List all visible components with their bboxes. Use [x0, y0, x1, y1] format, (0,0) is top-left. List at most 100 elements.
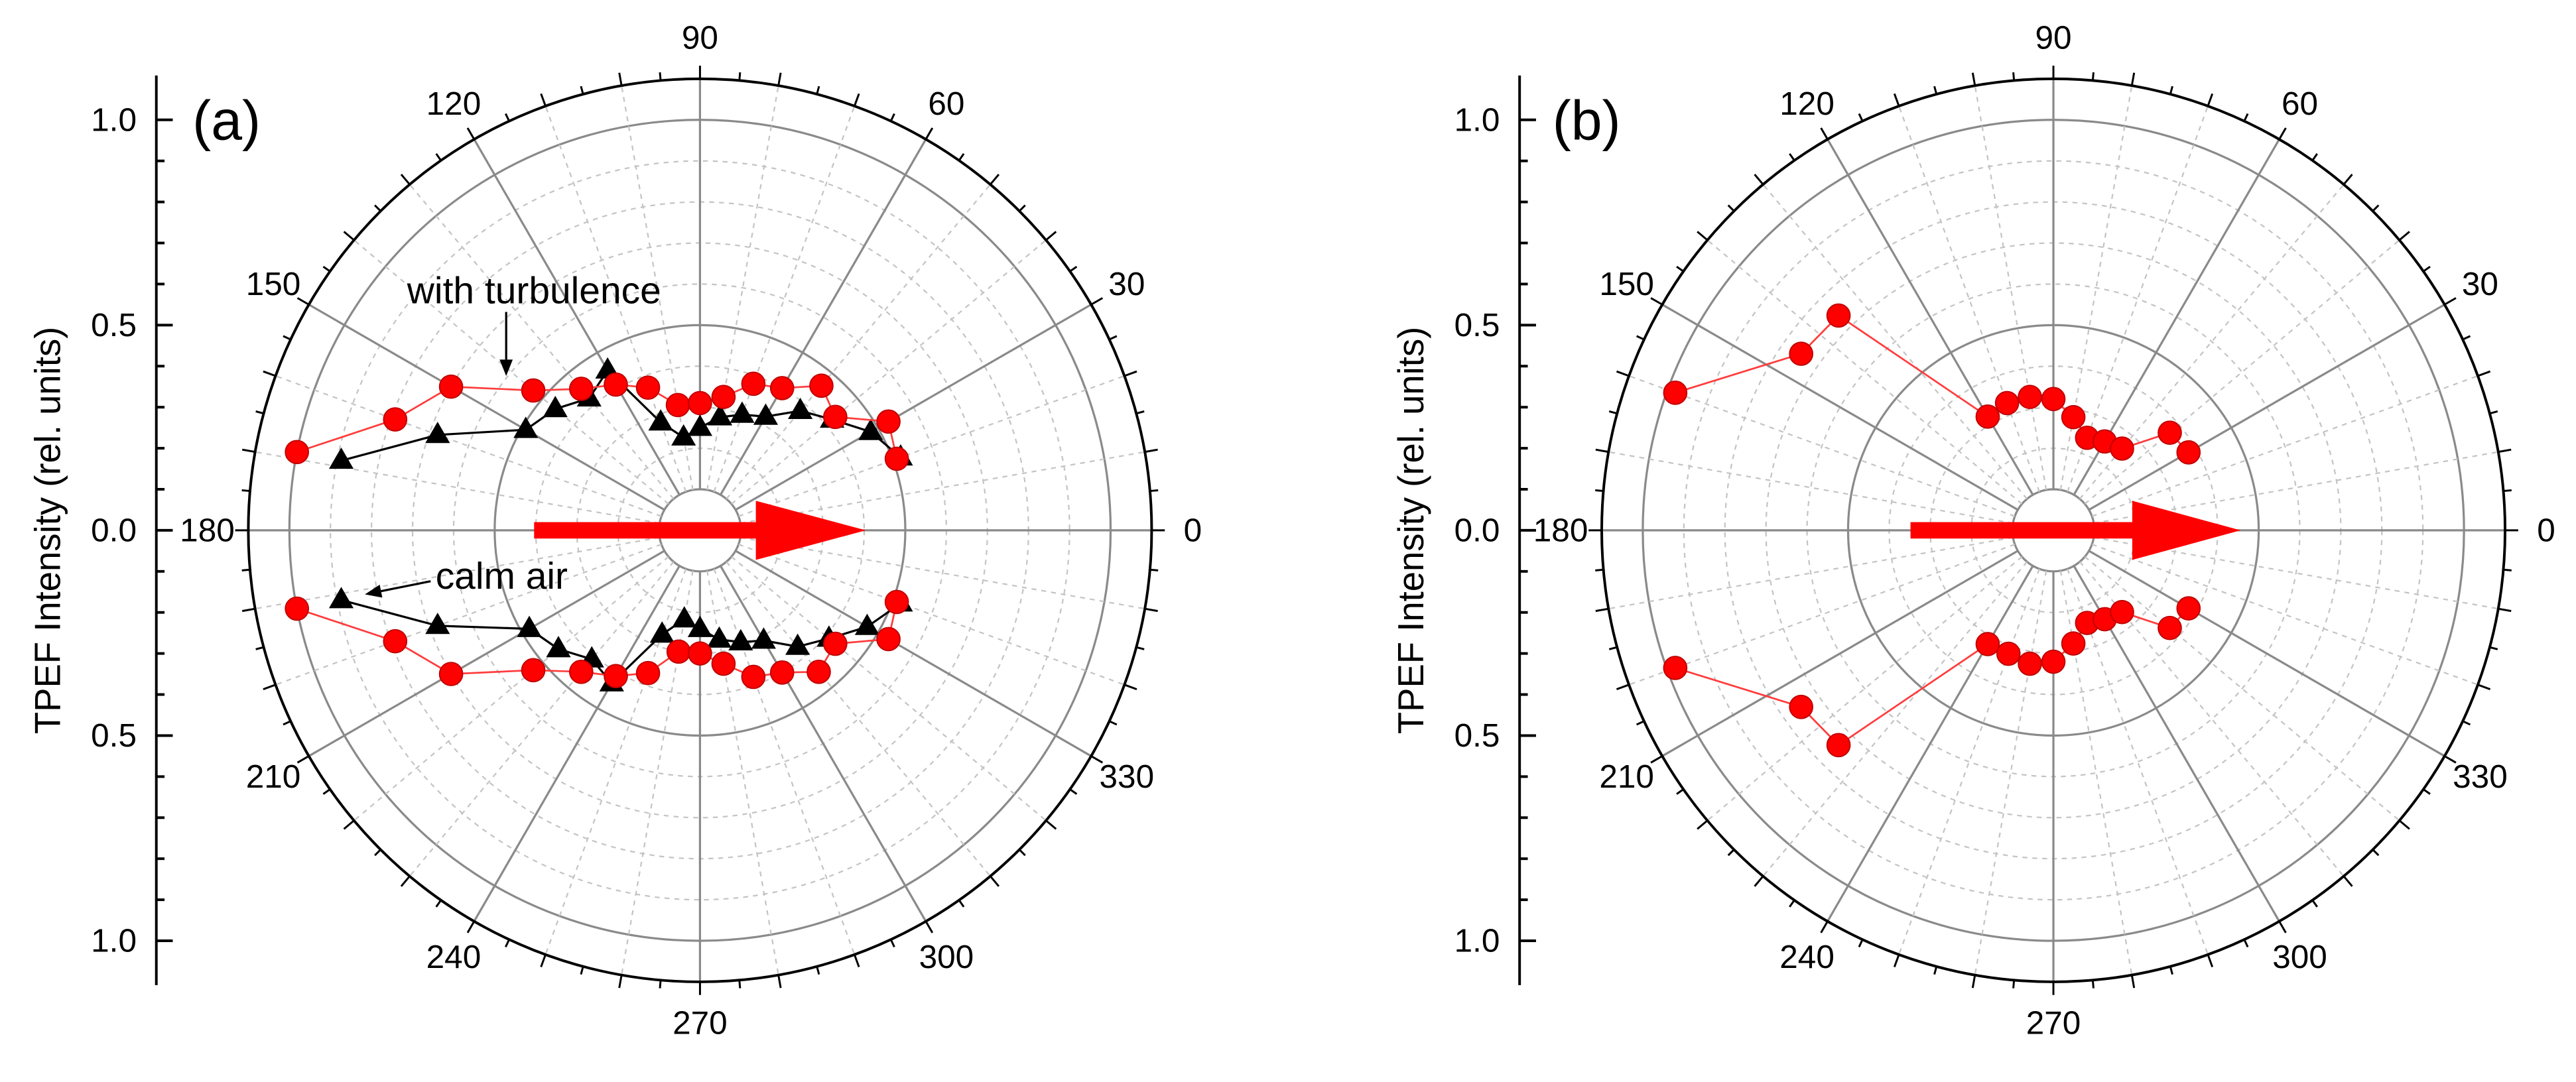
polar-grid-spoke-major: [719, 565, 927, 922]
data-point-circle: [1789, 341, 1814, 366]
angle-tick: [1149, 489, 1159, 493]
angle-tick: [435, 153, 442, 161]
annotation: with turbulence: [407, 269, 661, 377]
angle-tick: [853, 954, 860, 967]
data-point-circle: [1826, 303, 1851, 328]
data-point-circle: [876, 409, 901, 434]
angle-tick: [2207, 93, 2214, 107]
angle-tick-label: 330: [1100, 758, 1155, 795]
angle-tick: [1676, 265, 1685, 272]
data-point-circle: [438, 374, 464, 399]
data-point-circle: [688, 391, 712, 416]
data-point-triangle: [649, 621, 675, 643]
angle-tick-label: 90: [2035, 19, 2072, 56]
angle-tick: [1595, 607, 1609, 613]
angle-tick-label: 270: [673, 1004, 728, 1041]
angle-tick: [853, 93, 860, 107]
radial-tick-label: 1.0: [1454, 101, 1500, 138]
data-point-circle: [635, 375, 661, 400]
angle-tick-label: 180: [180, 512, 235, 548]
angle-tick: [343, 231, 355, 241]
angle-tick: [958, 153, 965, 161]
data-point-circle: [711, 385, 736, 410]
angle-tick: [1971, 72, 1976, 86]
angle-tick-label: 240: [1779, 939, 1835, 975]
angle-tick: [2130, 975, 2136, 989]
annotation-arrow-head: [365, 584, 383, 598]
angle-tick-label: 240: [426, 939, 482, 975]
data-point-triangle: [513, 416, 539, 438]
radial-tick-label: 1.0: [91, 101, 137, 138]
angle-tick: [466, 920, 476, 933]
data-point-circle: [823, 631, 848, 656]
data-point-triangle: [425, 422, 450, 444]
angle-tick: [2343, 875, 2353, 887]
data-point-triangle: [425, 613, 450, 634]
angle-tick: [322, 788, 331, 795]
data-point-triangle: [543, 396, 568, 418]
angle-tick: [283, 335, 291, 341]
data-point-circle: [635, 660, 661, 686]
angle-tick: [2444, 755, 2457, 764]
polar-grid-spoke-major: [1661, 550, 2019, 757]
angle-tick: [1858, 113, 1864, 122]
data-point-circle: [604, 664, 628, 689]
data-point-circle: [1975, 632, 2000, 656]
data-point-circle: [2176, 440, 2201, 465]
angle-tick: [2311, 899, 2318, 908]
data-series: [285, 371, 909, 690]
data-point-circle: [383, 629, 408, 654]
angle-tick: [2462, 720, 2471, 726]
angle-tick: [618, 72, 623, 86]
data-point-triangle: [672, 606, 697, 628]
data-point-triangle: [328, 447, 354, 469]
angle-tick: [2343, 174, 2353, 186]
angle-tick: [1090, 755, 1104, 764]
polarization-arrow-shaft: [534, 522, 759, 539]
data-point-circle: [521, 658, 546, 683]
annotation: calm air: [365, 555, 568, 598]
data-point-circle: [806, 659, 831, 684]
data-point-circle: [2110, 436, 2134, 461]
angle-tick: [505, 939, 510, 947]
angle-tick: [466, 127, 476, 140]
angle-tick: [1971, 975, 1976, 989]
data-point-triangle: [546, 636, 571, 658]
angle-tick-label: 270: [2026, 1004, 2081, 1041]
data-point-circle: [569, 659, 594, 684]
angle-tick: [1595, 489, 1604, 493]
angle-tick: [1789, 153, 1795, 161]
angle-tick: [1727, 849, 1735, 857]
data-point-triangle: [517, 615, 542, 637]
radial-tick-label: 0.5: [91, 717, 137, 754]
data-point-triangle: [785, 633, 810, 655]
angle-tick: [1018, 204, 1026, 212]
polarization-arrow-head: [2132, 501, 2241, 560]
angle-tick: [1754, 875, 1764, 887]
angle-tick: [2444, 297, 2457, 306]
data-point-circle: [2018, 385, 2042, 410]
radial-axis-title: TPEF Intensity (rel. units): [28, 327, 68, 734]
angle-tick: [1676, 788, 1685, 795]
angle-tick: [1820, 920, 1829, 933]
data-point-circle: [383, 407, 408, 432]
angle-tick: [1135, 646, 1145, 650]
data-point-triangle: [648, 409, 673, 431]
data-point-circle: [569, 377, 594, 401]
polar-grid: [248, 78, 1152, 982]
panel-a: 0 30 60 90 120 150 180 210 240 270 300 330 0.0 0.5 0.5…: [28, 19, 1202, 1041]
polar-grid-spoke-major: [473, 565, 680, 922]
angle-tick: [540, 93, 547, 107]
angle-tick-label: 120: [1779, 86, 1835, 122]
data-point-circle: [769, 376, 795, 400]
angle-tick: [1124, 684, 1137, 691]
angle-tick: [2498, 607, 2512, 613]
angle-tick: [263, 370, 276, 377]
data-point-circle: [2061, 631, 2086, 656]
angle-tick-label: 300: [2272, 939, 2327, 975]
angle-tick-label: 60: [2282, 86, 2318, 122]
angle-tick-label: 30: [1108, 266, 1145, 302]
data-point-circle: [809, 373, 834, 398]
angle-tick: [1616, 370, 1630, 377]
angle-tick: [296, 297, 310, 306]
